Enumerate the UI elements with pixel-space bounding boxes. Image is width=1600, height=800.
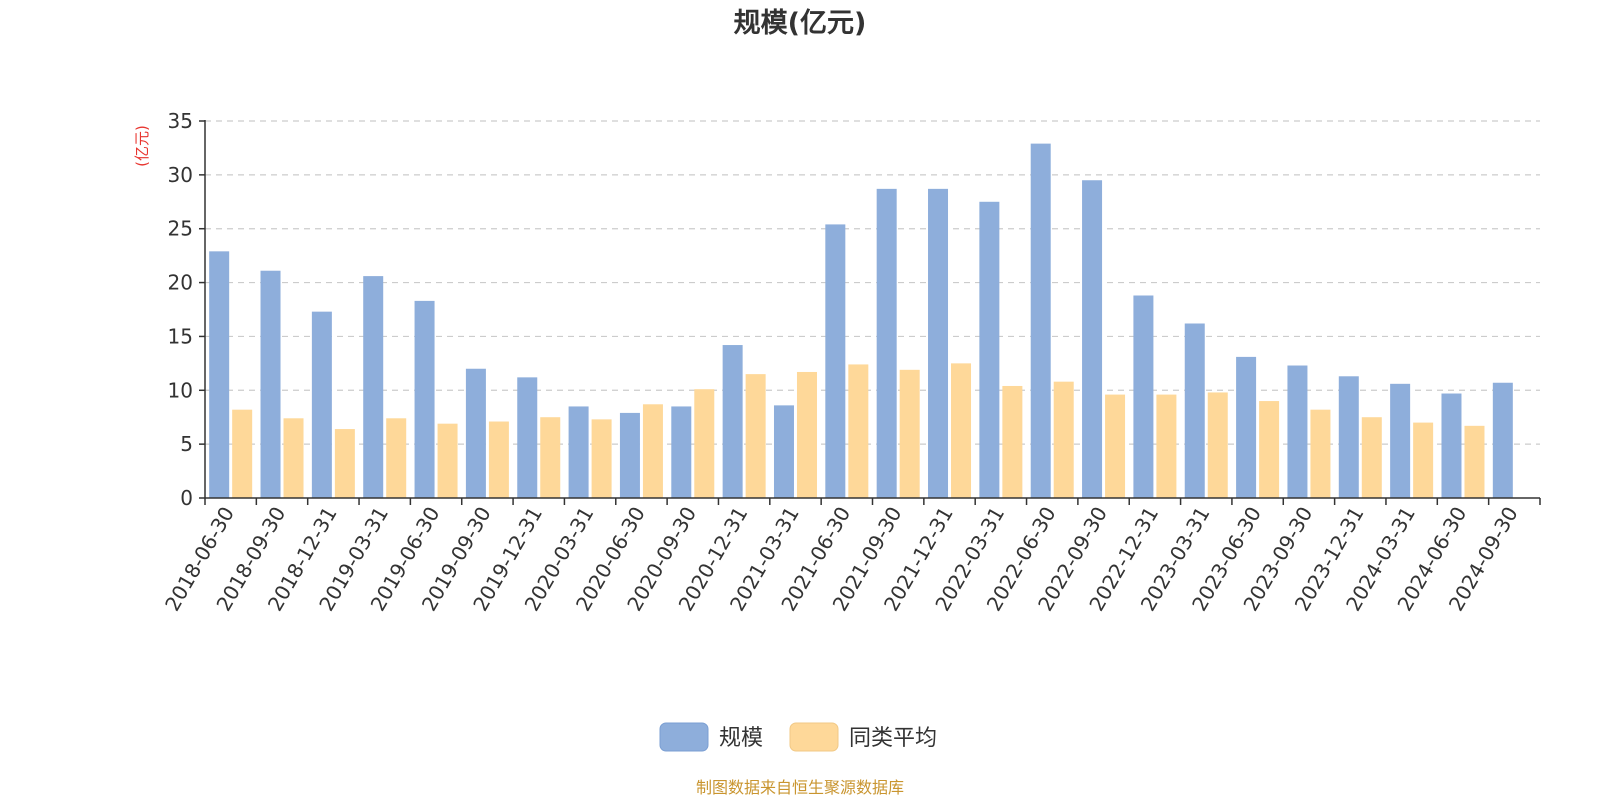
bar-peer-average bbox=[1361, 417, 1382, 498]
source-text: 制图数据来自恒生聚源数据库 bbox=[696, 778, 904, 797]
y-tick-label: 25 bbox=[168, 217, 193, 241]
bar-peer-average bbox=[1464, 425, 1485, 498]
bar-scale bbox=[1082, 180, 1103, 498]
bar-scale bbox=[260, 270, 281, 498]
bar-peer-average bbox=[1053, 381, 1074, 498]
bar-scale bbox=[722, 345, 743, 498]
y-tick-label: 30 bbox=[168, 163, 193, 187]
bars bbox=[209, 143, 1513, 499]
legend-swatch bbox=[659, 722, 709, 752]
bar-peer-average bbox=[899, 369, 920, 498]
bar-peer-average bbox=[232, 409, 253, 498]
bar-peer-average bbox=[1259, 401, 1280, 498]
bar-peer-average bbox=[1310, 409, 1331, 498]
bar-peer-average bbox=[848, 364, 869, 498]
y-tick-label: 20 bbox=[168, 271, 193, 295]
bar-scale bbox=[1133, 295, 1154, 498]
bar-peer-average bbox=[1207, 392, 1228, 498]
bar-peer-average bbox=[1156, 394, 1177, 498]
bar-scale bbox=[979, 201, 1000, 499]
bar-peer-average bbox=[334, 429, 355, 498]
chart-title: 规模(亿元) bbox=[734, 8, 867, 39]
bar-scale bbox=[517, 377, 538, 498]
bar-scale bbox=[414, 300, 435, 498]
bar-peer-average bbox=[540, 417, 561, 498]
legend-label: 同类平均 bbox=[849, 726, 937, 751]
legend-item[interactable]: 规模 bbox=[659, 722, 763, 752]
bar-scale bbox=[1338, 376, 1359, 498]
bar-peer-average bbox=[386, 418, 407, 498]
bar-scale bbox=[465, 368, 486, 498]
bar-peer-average bbox=[488, 421, 509, 498]
bar-scale bbox=[1390, 383, 1411, 498]
bar-scale bbox=[568, 406, 589, 498]
bar-peer-average bbox=[1002, 385, 1023, 498]
bar-peer-average bbox=[437, 423, 458, 498]
y-tick-label: 5 bbox=[180, 432, 193, 456]
bar-peer-average bbox=[642, 404, 663, 498]
bar-scale bbox=[928, 188, 949, 499]
bar-scale bbox=[1030, 143, 1051, 498]
bar-scale bbox=[1236, 356, 1257, 498]
bar-scale bbox=[1441, 393, 1462, 498]
legend-swatch bbox=[789, 722, 839, 752]
bar-scale bbox=[671, 406, 692, 498]
y-tick-label: 35 bbox=[168, 109, 193, 133]
bar-scale bbox=[1184, 323, 1205, 498]
bar-scale bbox=[363, 276, 384, 498]
bar-scale bbox=[209, 251, 230, 498]
bar-peer-average bbox=[1413, 422, 1434, 498]
bar-scale bbox=[619, 412, 640, 498]
y-tick-label: 0 bbox=[180, 486, 193, 510]
bar-scale bbox=[773, 405, 794, 498]
y-tick-label: 15 bbox=[168, 324, 193, 348]
bar-peer-average bbox=[951, 363, 972, 498]
bar-scale bbox=[1287, 365, 1308, 498]
bar-peer-average bbox=[283, 418, 304, 498]
bar-peer-average bbox=[591, 419, 612, 498]
bar-peer-average bbox=[1105, 394, 1126, 498]
y-axis-unit-label: (亿元) bbox=[133, 125, 151, 167]
legend[interactable]: 规模 同类平均 bbox=[659, 722, 937, 752]
legend-item[interactable]: 同类平均 bbox=[789, 722, 937, 752]
bar-peer-average bbox=[796, 371, 817, 498]
bar-scale bbox=[876, 188, 897, 499]
bar-peer-average bbox=[745, 374, 766, 498]
bar-scale bbox=[311, 311, 332, 498]
bar-scale bbox=[825, 224, 846, 499]
y-tick-label: 10 bbox=[168, 378, 193, 402]
legend-label: 规模 bbox=[719, 726, 763, 751]
bar-peer-average bbox=[694, 389, 715, 498]
bar-scale bbox=[1492, 382, 1513, 498]
